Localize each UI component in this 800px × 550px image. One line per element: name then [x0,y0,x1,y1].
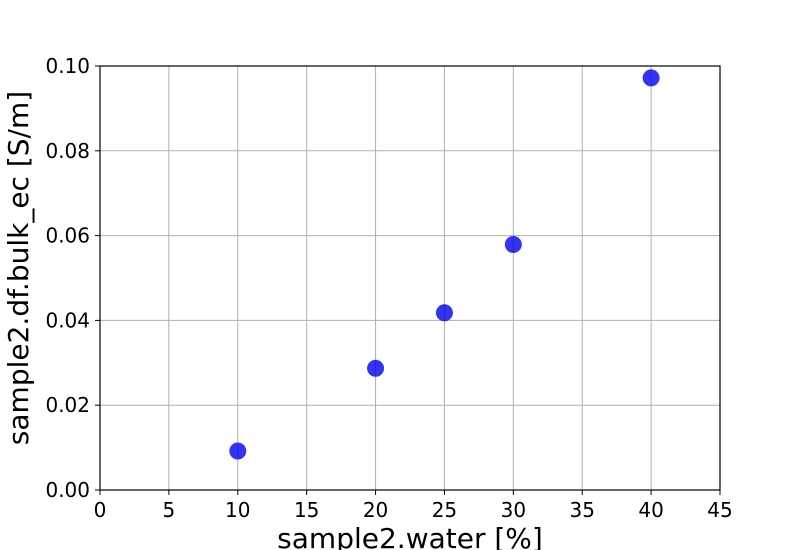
data-points [229,69,660,460]
data-point [435,304,453,322]
y-axis-label: sample2.df.bulk_ec [S/m] [2,91,35,445]
y-tick-label: 0.04 [45,308,90,332]
data-point [229,442,247,460]
x-tick-label: 15 [294,498,319,522]
x-tick-label: 5 [163,498,176,522]
x-tick-label: 45 [707,498,732,522]
x-axis-ticks: 0 5 10 15 20 25 30 35 40 45 [94,490,733,522]
y-tick-label: 0.02 [45,393,90,417]
x-tick-label: 0 [94,498,107,522]
y-tick-label: 0.00 [45,478,90,502]
data-point [504,236,522,254]
plot-frame [99,65,721,491]
x-axis-label: sample2.water [%] [277,522,543,550]
y-axis-ticks: 0.00 0.02 0.04 0.06 0.08 0.10 [45,54,100,502]
x-tick-label: 30 [501,498,526,522]
x-tick-label: 20 [363,498,388,522]
y-tick-label: 0.06 [45,224,90,248]
grid-lines [99,65,721,491]
x-tick-label: 10 [225,498,250,522]
x-tick-label: 25 [432,498,457,522]
x-tick-label: 35 [569,498,594,522]
data-point [367,359,385,377]
y-tick-label: 0.08 [45,139,90,163]
x-tick-label: 40 [638,498,663,522]
y-tick-label: 0.10 [45,54,90,78]
data-point [642,69,660,87]
